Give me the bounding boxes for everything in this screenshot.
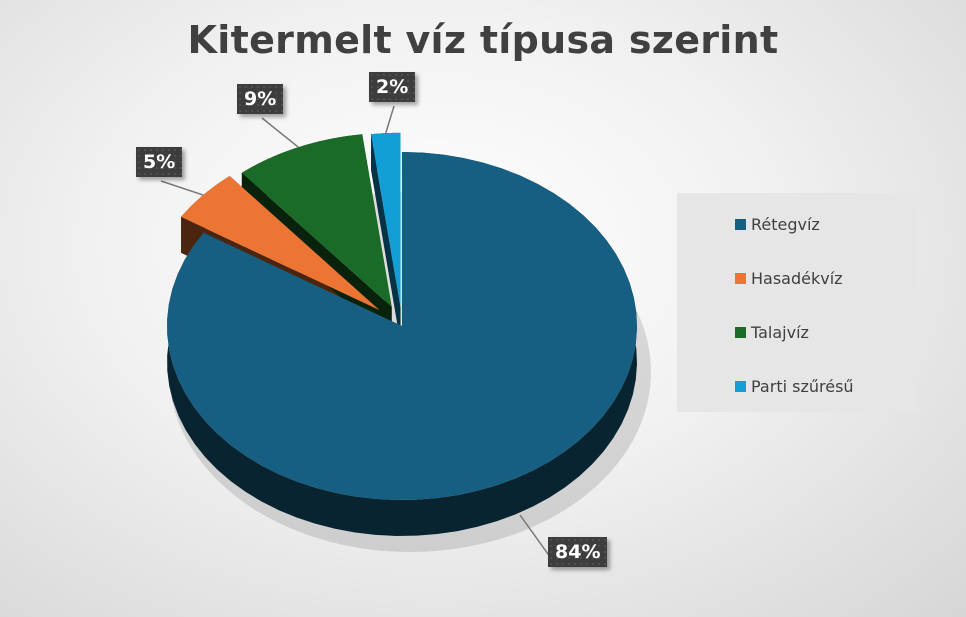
pie-slice-1[interactable] — [167, 152, 637, 500]
pie-slice-2[interactable] — [181, 176, 380, 311]
data-label: 2% — [369, 72, 416, 102]
leader-line — [385, 105, 395, 134]
chart-title: Kitermelt víz típusa szerint — [187, 18, 779, 62]
leader-line — [261, 117, 299, 148]
legend-label: Talajvíz — [751, 322, 809, 342]
legend: Rétegvíz Hasadékvíz Talajvíz Parti szűrésű — [677, 193, 917, 412]
legend-swatch — [735, 326, 746, 338]
legend-label: Parti szűrésű — [751, 376, 854, 396]
legend-item[interactable]: Parti szűrésű — [735, 359, 917, 413]
pie-slice-4[interactable] — [371, 132, 401, 307]
leader-line — [160, 180, 204, 196]
legend-label: Hasadékvíz — [751, 268, 843, 288]
data-label: 5% — [136, 147, 183, 177]
legend-item[interactable]: Talajvíz — [735, 305, 917, 359]
pie-slice-wall — [371, 134, 401, 343]
legend-label: Rétegvíz — [751, 214, 820, 234]
data-label: 84% — [548, 537, 608, 567]
legend-swatch — [735, 218, 746, 230]
pie-slice-3[interactable] — [241, 134, 392, 307]
legend-item[interactable]: Rétegvíz — [735, 197, 917, 251]
legend-swatch — [735, 380, 746, 392]
legend-swatch — [735, 272, 746, 284]
data-label: 9% — [237, 84, 284, 114]
legend-item[interactable]: Hasadékvíz — [735, 251, 917, 305]
